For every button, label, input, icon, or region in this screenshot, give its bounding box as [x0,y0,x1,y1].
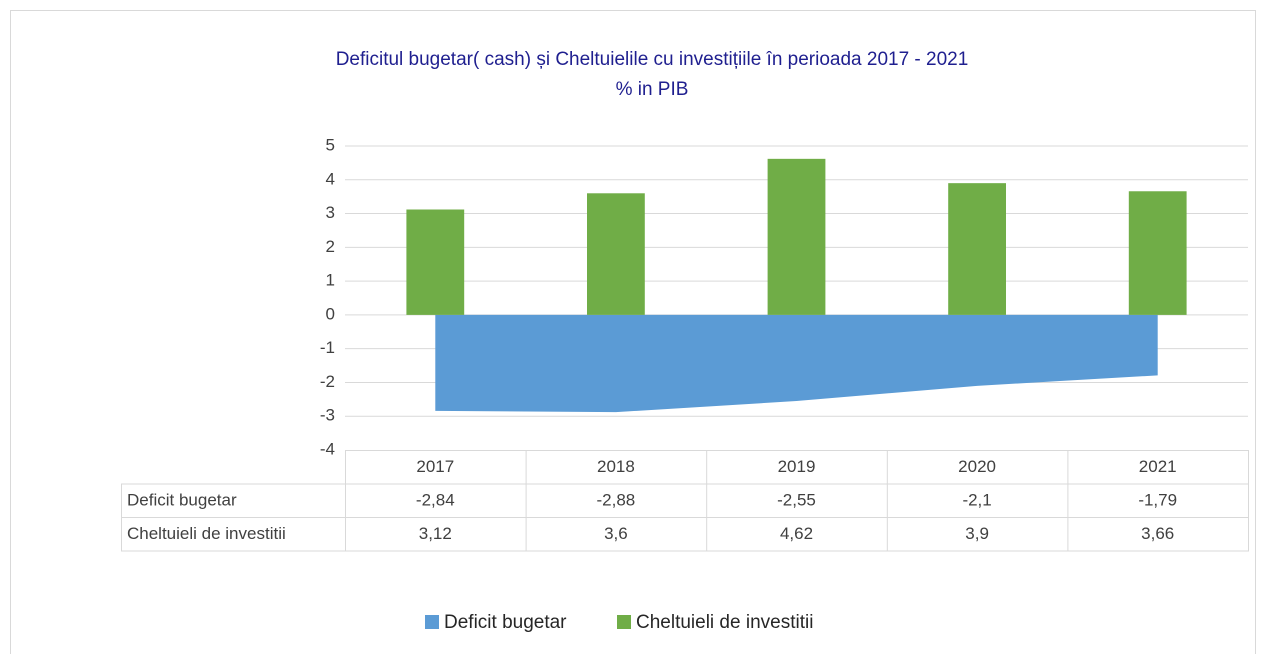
y-tick-label: 5 [326,135,335,154]
x-tick-label: 2017 [416,457,454,476]
y-tick-label: 1 [326,271,335,290]
y-tick-label: 3 [326,203,335,222]
table-value: 3,9 [965,524,989,543]
table-value: 3,12 [419,524,452,543]
table-value: -2,84 [416,491,455,510]
table-value: -2,55 [777,491,816,510]
y-tick-label: 2 [326,237,335,256]
x-tick-label: 2021 [1139,457,1177,476]
bar [406,209,465,315]
table-value: 3,6 [604,524,628,543]
y-tick-label: -1 [320,338,335,357]
chart-title: Deficitul bugetar( cash) și Cheltuielile… [336,49,969,70]
y-tick-label: 4 [326,169,335,188]
area [435,314,1158,413]
x-tick-label: 2020 [958,457,996,476]
y-tick-label: 0 [326,304,335,323]
table-row-label: Deficit bugetar [127,491,237,510]
y-tick-label: -2 [320,372,335,391]
legend-label: Deficit bugetar [444,612,567,633]
x-tick-label: 2019 [778,457,816,476]
legend-swatch [617,615,631,629]
legend-swatch [425,615,439,629]
bar [587,193,645,315]
table-value: -1,79 [1138,491,1177,510]
table-value: 4,62 [780,524,813,543]
y-tick-label: -4 [320,439,335,458]
table-row-label: Cheltuieli de investitii [127,524,286,543]
bar [948,183,1006,315]
bar [1128,191,1187,315]
x-tick-label: 2018 [597,457,635,476]
table-value: -2,88 [597,491,636,510]
table-value: 3,66 [1141,524,1174,543]
table-value: -2,1 [962,491,991,510]
legend-label: Cheltuieli de investitii [636,612,813,633]
y-tick-label: -3 [320,406,335,425]
chart-subtitle: % in PIB [616,79,689,100]
bar [767,158,826,315]
